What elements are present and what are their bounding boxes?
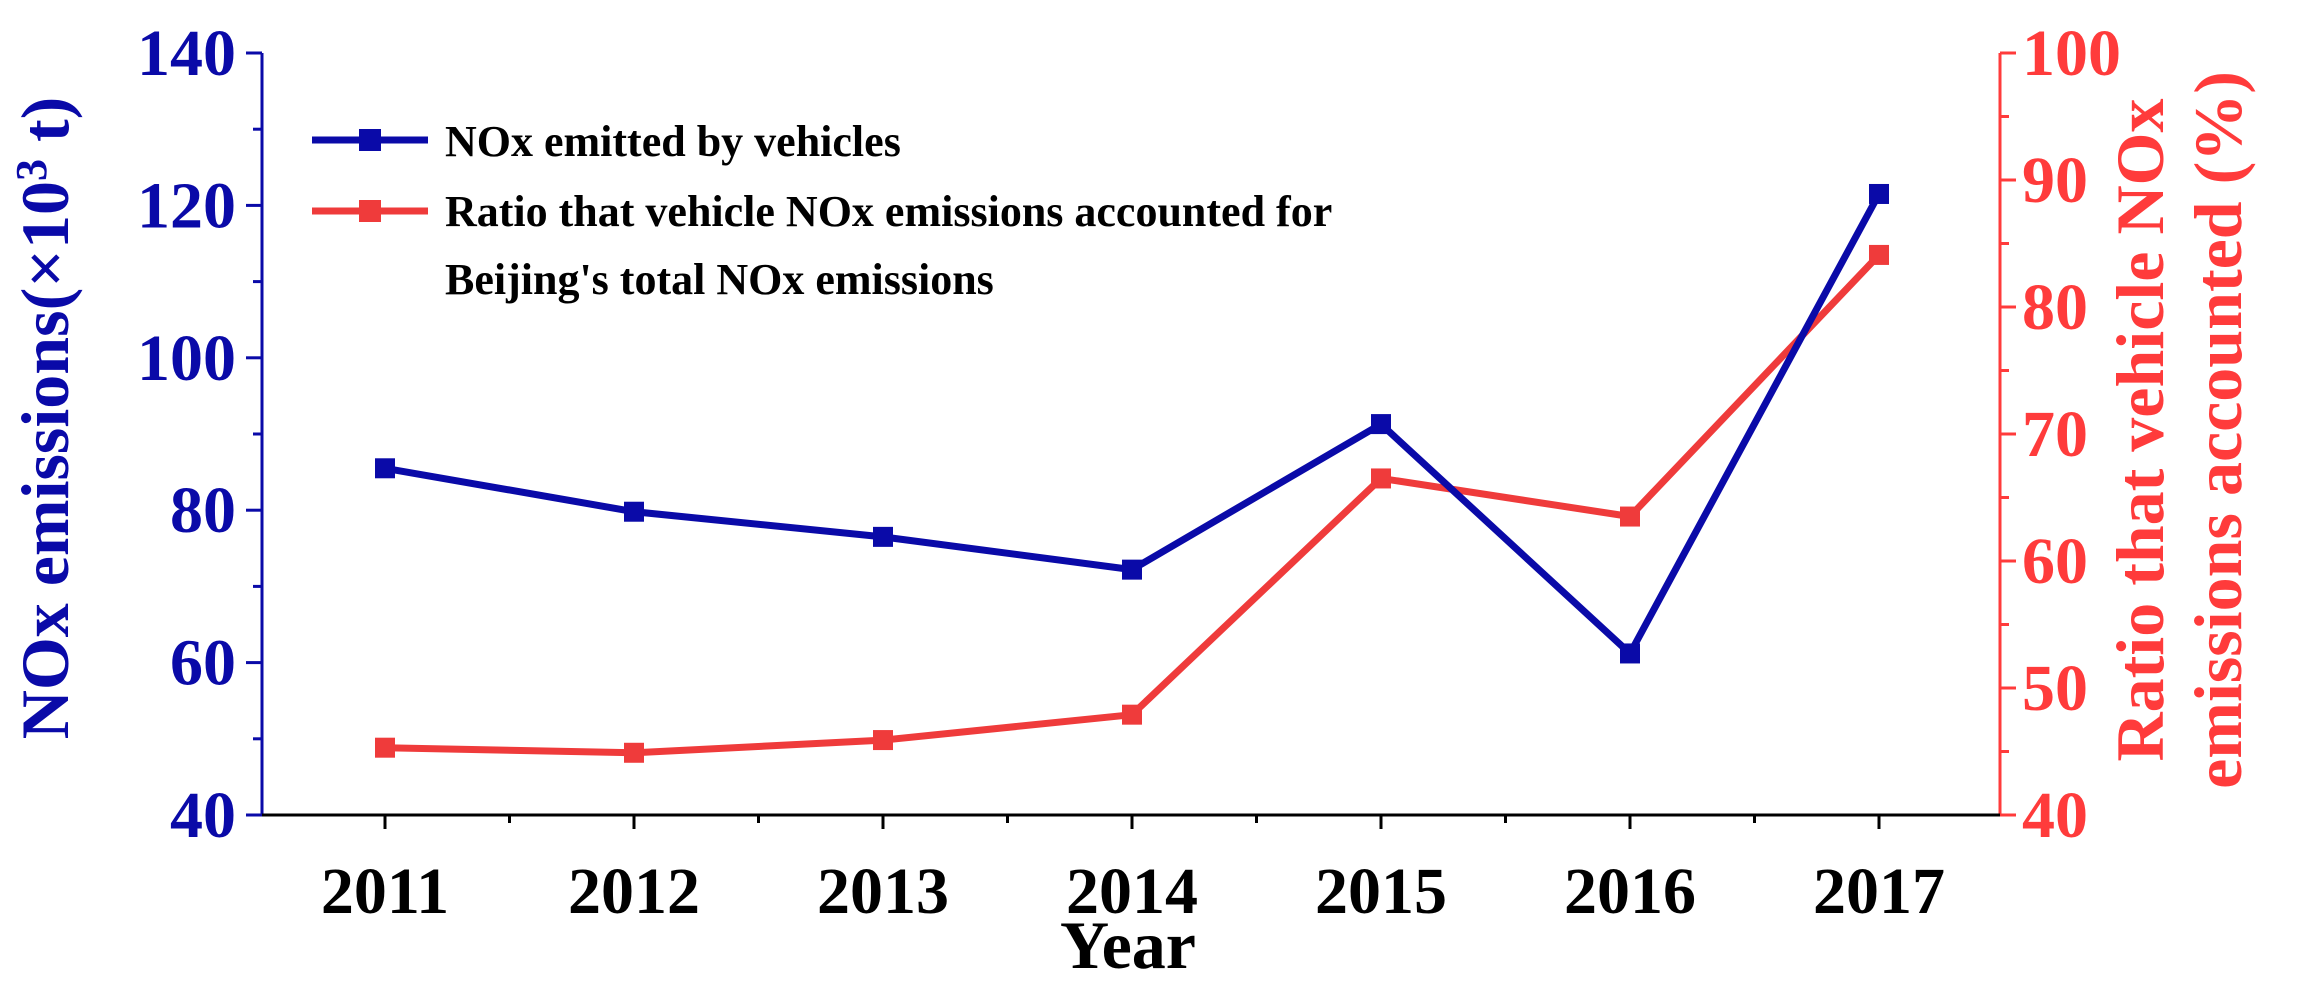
legend: NOx emitted by vehicles Ratio that vehic…	[312, 117, 1332, 304]
point-ratio	[1371, 468, 1391, 489]
y-left-tick-label: 80	[170, 474, 236, 547]
y-right-tick-label: 40	[2022, 779, 2088, 852]
x-axis-title: Year	[1060, 907, 1196, 983]
y-right-tick-label: 50	[2022, 652, 2088, 725]
point-vehicles	[1620, 643, 1640, 664]
y-left-tick-label: 60	[170, 627, 236, 700]
point-ratio	[375, 737, 395, 758]
point-vehicles	[1122, 559, 1142, 580]
legend-label-vehicles: NOx emitted by vehicles	[445, 117, 901, 166]
x-tick-label: 2016	[1564, 855, 1696, 928]
point-ratio	[1620, 506, 1640, 527]
series-layer	[375, 183, 1889, 763]
point-vehicles	[375, 458, 395, 479]
y-right-tick-label: 70	[2022, 398, 2088, 471]
x-tick-label: 2015	[1315, 855, 1447, 928]
legend-label-ratio-line1: Ratio that vehicle NOx emissions account…	[445, 187, 1332, 236]
legend-label-ratio-line2: Beijing's total NOx emissions	[445, 255, 994, 304]
y-axis-right-title-line1: Ratio that vehicle NOx	[2102, 99, 2178, 762]
y-right-tick-label: 90	[2022, 144, 2088, 217]
point-vehicles	[624, 501, 644, 522]
y-axis-left-title: NOx emissions(×103 t)	[7, 97, 83, 740]
y-right-tick-label: 80	[2022, 271, 2088, 344]
point-ratio	[873, 730, 893, 751]
y-axis-right-title-line2: emissions accounted (%)	[2180, 71, 2256, 789]
point-vehicles	[1869, 183, 1889, 204]
x-tick-label: 2014	[1066, 855, 1198, 928]
legend-marker-ratio	[359, 200, 381, 222]
y-left-tick-label: 40	[170, 779, 236, 852]
point-ratio	[624, 742, 644, 763]
y-right-tick-label: 100	[2022, 17, 2121, 90]
x-tick-label: 2011	[321, 855, 449, 928]
point-vehicles	[873, 526, 893, 547]
axes: 40 60 80 100 120 140 40 50 60 70 80 90 100 2011 2012 20…	[137, 17, 2121, 928]
x-tick-label: 2012	[568, 855, 700, 928]
y-right-tick-label: 60	[2022, 525, 2088, 598]
legend-marker-vehicles	[359, 129, 381, 151]
y-left-tick-label: 100	[137, 322, 236, 395]
point-ratio	[1869, 244, 1889, 265]
x-tick-label: 2013	[817, 855, 949, 928]
point-ratio	[1122, 704, 1142, 725]
x-tick-label: 2017	[1813, 855, 1945, 928]
point-vehicles	[1371, 414, 1391, 435]
y-left-tick-label: 140	[137, 17, 236, 90]
y-left-tick-label: 120	[137, 169, 236, 242]
